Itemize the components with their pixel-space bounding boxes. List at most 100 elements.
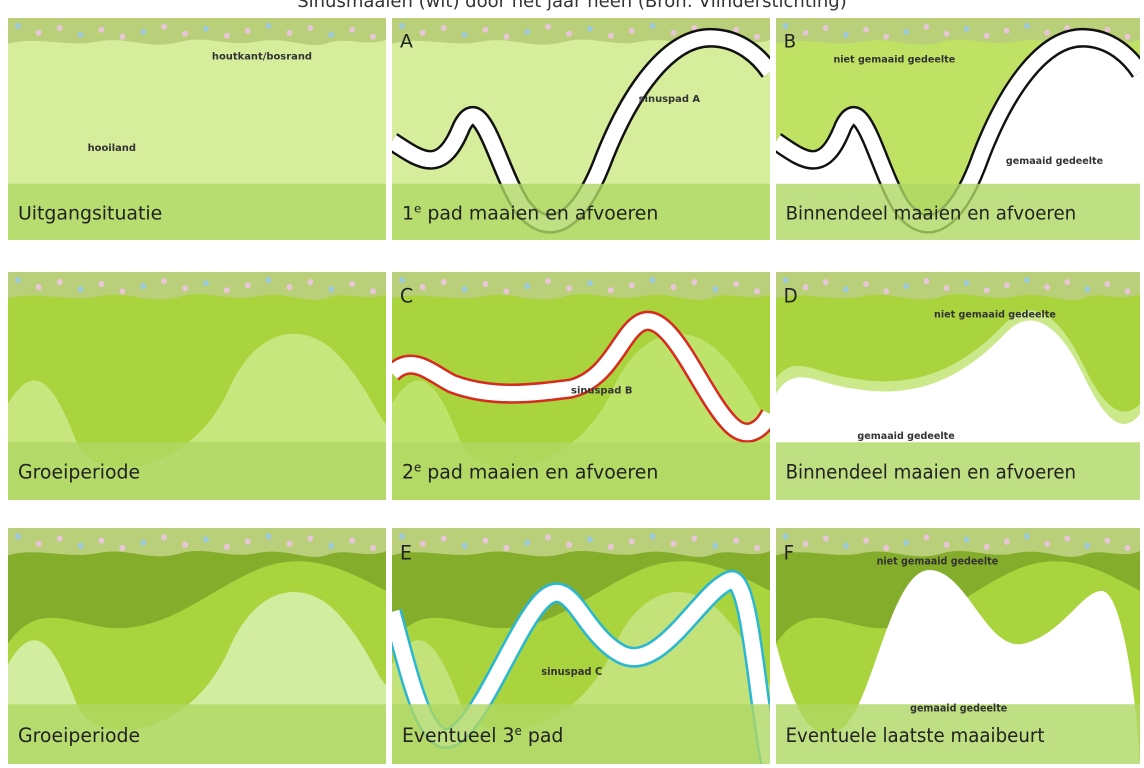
hedge-flower: [1024, 533, 1030, 540]
hedge-flower: [182, 30, 189, 37]
hedge-flower: [140, 539, 147, 546]
hedge-flower: [943, 285, 950, 292]
caption: Groeiperiode: [18, 462, 140, 484]
hedge-flower: [733, 537, 740, 544]
hedge-flower: [161, 23, 168, 30]
caption-part: 1: [402, 203, 414, 224]
hedge-flower: [98, 281, 105, 288]
hedge-flower: [265, 533, 272, 540]
hedge-flower: [943, 541, 950, 548]
hedge-flower: [202, 536, 209, 543]
hedge-flower: [35, 540, 42, 547]
hedge-flower: [943, 30, 950, 37]
hedge-flower: [903, 283, 910, 290]
hedge-flower: [923, 23, 930, 30]
superscript: e: [414, 461, 421, 475]
hedge-flower: [56, 535, 63, 542]
hedge-flower: [370, 288, 377, 295]
panel: houtkant/bosrand hooiland Uitgangsituatie: [8, 18, 386, 240]
hedge-flower: [754, 33, 761, 40]
hedge-flower: [1064, 535, 1071, 542]
hedge-flower: [328, 542, 335, 549]
hedge-flower: [14, 533, 21, 540]
caption-band: [8, 704, 386, 764]
caption: Groeiperiode: [18, 724, 140, 748]
caption: Uitgangsituatie: [18, 203, 162, 224]
caption-band: [392, 183, 770, 240]
panel-letter: A: [400, 32, 413, 53]
hedge-flower: [98, 26, 105, 33]
hedge-flower: [461, 31, 468, 38]
hedge-flower: [963, 536, 970, 543]
caption-part: Eventueel 3: [402, 724, 515, 748]
hedge-flower: [161, 534, 168, 541]
hedge-flower: [307, 279, 314, 286]
panel: Groeiperiode: [8, 272, 386, 500]
hedge-flower: [754, 544, 761, 552]
hedge-flower: [691, 279, 698, 286]
hedge-flower: [286, 540, 293, 547]
hedge-flower: [670, 29, 677, 36]
hedge-flower: [440, 535, 447, 542]
area-label: niet gemaaid gedeelte: [877, 556, 999, 567]
hedge-flower: [56, 24, 63, 31]
area-label: sinuspad C: [541, 667, 602, 678]
hedge-flower: [802, 29, 809, 36]
hedge-flower: [349, 537, 356, 544]
hedge-flower: [370, 33, 377, 40]
hedge-flower: [903, 28, 910, 35]
hedge-flower: [822, 535, 829, 542]
hedge-flower: [843, 286, 849, 293]
hedge: [8, 528, 386, 557]
panel-letter: D: [784, 286, 798, 308]
superscript: e: [414, 201, 421, 215]
hedge-flower: [440, 24, 447, 31]
area-label: gemaaid gedeelte: [910, 703, 1007, 714]
panel-letter: B: [784, 31, 796, 52]
hedge-flower: [983, 287, 990, 294]
hedge-flower: [1124, 33, 1131, 40]
hedge-flower: [802, 284, 809, 291]
hedge-flower: [349, 26, 356, 33]
hedge: [776, 528, 1140, 557]
hedge-flower: [628, 538, 635, 545]
hedge-flower: [524, 539, 531, 546]
hedge-flower: [1044, 29, 1050, 36]
hedge-flower: [545, 23, 552, 30]
hedge-flower: [1104, 26, 1111, 33]
hedge-flower: [482, 537, 489, 544]
caption-band: [392, 704, 770, 764]
hedge-flower: [202, 280, 209, 287]
caption-band: [776, 442, 1140, 500]
hedge-flower: [398, 533, 405, 540]
hedge-flower: [35, 29, 42, 36]
hedge-flower: [461, 542, 468, 549]
hedge-flower: [56, 279, 63, 286]
hedge-flower: [691, 24, 698, 31]
hedge-flower: [328, 31, 335, 38]
hedge-flower: [607, 32, 614, 39]
hedge-flower: [265, 22, 272, 29]
hedge-flower: [1003, 27, 1010, 34]
hedge-flower: [1124, 288, 1131, 295]
hedge-flower: [923, 534, 930, 541]
hedge-flower: [503, 33, 510, 40]
hedge-flower: [349, 281, 356, 288]
area-label: niet gemaaid gedeelte: [833, 54, 955, 65]
hedge-flower: [712, 542, 719, 549]
caption-band: [776, 704, 1140, 764]
hedge-flower: [503, 544, 510, 552]
hedge-flower: [566, 30, 573, 37]
hedge-flower: [883, 33, 890, 40]
caption-part: pad: [522, 724, 564, 748]
hedge-flower: [802, 540, 809, 547]
hedge-flower: [545, 534, 552, 541]
panel: Groeiperiode: [8, 528, 386, 764]
hedge-flower: [607, 543, 614, 551]
hedge-flower: [482, 281, 489, 288]
hedge-flower: [963, 280, 970, 287]
